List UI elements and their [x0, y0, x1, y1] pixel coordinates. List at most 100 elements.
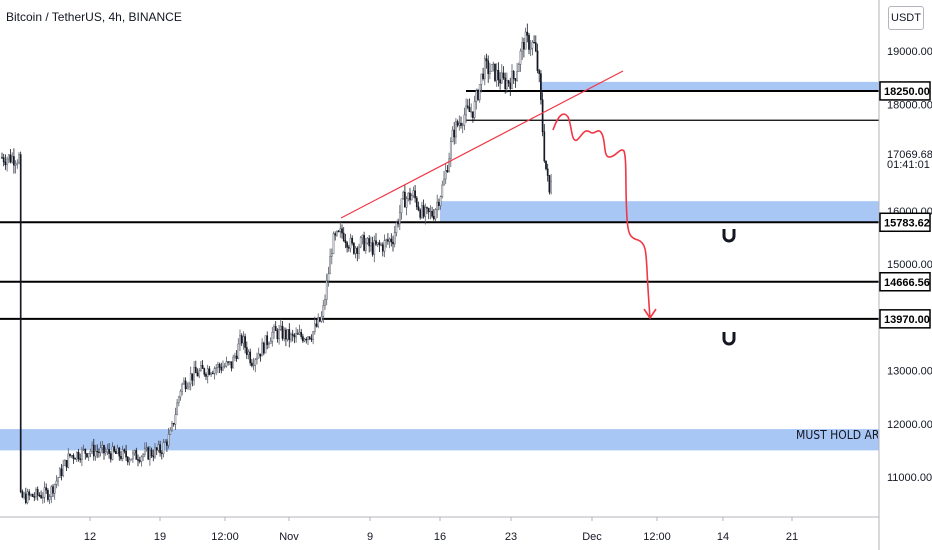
- candle-body: [147, 447, 150, 460]
- candle-body: [135, 450, 138, 460]
- price-label-text: 13970.00: [884, 314, 930, 326]
- candle-body: [240, 335, 243, 344]
- candle-body: [279, 325, 282, 330]
- candle-body: [424, 207, 427, 217]
- candle-body: [332, 233, 335, 254]
- candle-body: [490, 64, 493, 72]
- candle-body: [295, 333, 297, 338]
- magnet-icons-layer: [722, 229, 736, 346]
- candle-body: [33, 496, 36, 498]
- support-zone-1: [440, 201, 879, 222]
- candle-body: [421, 205, 423, 218]
- candle-body: [7, 154, 10, 160]
- candle-body: [121, 449, 124, 459]
- candle-body: [517, 64, 520, 72]
- price-axis-ticks: 19000.0018000.0016000.0015000.0013000.00…: [887, 46, 932, 484]
- candle-body: [327, 273, 330, 282]
- candle-body: [252, 364, 255, 367]
- candle-body: [24, 493, 27, 503]
- candle-body: [84, 448, 87, 454]
- x-tick-label: Dec: [582, 531, 602, 543]
- candle-body: [87, 453, 90, 458]
- candle-body: [449, 141, 452, 160]
- x-tick-label: 14: [717, 531, 729, 543]
- candle-body: [230, 361, 233, 369]
- candle-body: [502, 72, 505, 79]
- candle-body: [115, 451, 117, 454]
- candle-body: [285, 329, 287, 340]
- price-label-box: [879, 272, 931, 292]
- candle-body: [310, 338, 313, 340]
- candle-body: [256, 357, 258, 360]
- candle-body: [150, 449, 153, 457]
- candle-body: [155, 447, 158, 451]
- candle-body: [111, 446, 114, 460]
- candle-body: [242, 336, 245, 344]
- candle-body: [138, 460, 141, 462]
- candle-body: [346, 242, 348, 248]
- candle-body: [196, 372, 199, 377]
- candle-body: [443, 178, 445, 186]
- candle-body: [254, 359, 257, 366]
- candle-body: [247, 351, 250, 355]
- candle-body: [512, 71, 515, 79]
- candle-body: [176, 402, 178, 415]
- candle-body: [123, 449, 126, 452]
- candle-body: [43, 487, 46, 498]
- candle-body: [13, 156, 15, 166]
- candle-body: [273, 326, 275, 333]
- candle-body: [30, 493, 32, 496]
- candle-body: [317, 317, 320, 327]
- candle-body: [143, 448, 146, 455]
- x-tick-label: 21: [786, 531, 798, 543]
- candle-body: [489, 71, 491, 75]
- candle-body: [206, 368, 209, 377]
- candle-body: [137, 459, 139, 461]
- candle-body: [91, 444, 93, 452]
- candle-body: [393, 232, 396, 245]
- x-tick-label: 12:00: [643, 531, 671, 543]
- candle-body: [303, 338, 306, 342]
- candle-body: [293, 335, 296, 338]
- candle-body: [159, 444, 161, 454]
- candle-body: [410, 195, 413, 201]
- candle-body: [500, 72, 503, 84]
- candle-body: [347, 247, 350, 249]
- candle-body: [417, 206, 420, 211]
- candle-body: [2, 157, 5, 163]
- candle-body: [482, 73, 484, 79]
- candle-body: [35, 489, 37, 498]
- candle-body: [526, 31, 529, 36]
- candle-body: [38, 494, 41, 497]
- candle-body: [201, 365, 204, 369]
- candle-body: [264, 335, 267, 354]
- candle-body: [75, 451, 78, 460]
- candle-body: [463, 114, 466, 126]
- currency-button[interactable]: USDT: [888, 6, 924, 30]
- price-label-box: [879, 309, 931, 329]
- candle-body: [210, 372, 212, 375]
- candle-body: [429, 210, 432, 213]
- magnet-icon: [722, 332, 736, 346]
- x-tick-label: 9: [367, 531, 373, 543]
- candle-body: [106, 448, 109, 452]
- x-tick-label: 23: [505, 531, 517, 543]
- candle-body: [356, 247, 359, 254]
- candle-body: [92, 444, 95, 457]
- candle-body: [388, 238, 391, 242]
- projection-arrowhead: [643, 308, 657, 320]
- candle-body: [21, 491, 24, 498]
- candle-body: [191, 373, 194, 381]
- candle-body: [376, 242, 379, 245]
- candle-body: [268, 343, 270, 345]
- candle-body: [509, 82, 512, 89]
- candle-body: [478, 84, 481, 100]
- x-tick-label: 19: [154, 531, 166, 543]
- candle-body: [475, 90, 478, 102]
- price-label-text: 15783.62: [884, 217, 930, 229]
- candle-body: [392, 241, 394, 245]
- candle-body: [383, 240, 386, 252]
- candle-body: [305, 338, 308, 341]
- candle-body: [290, 333, 292, 341]
